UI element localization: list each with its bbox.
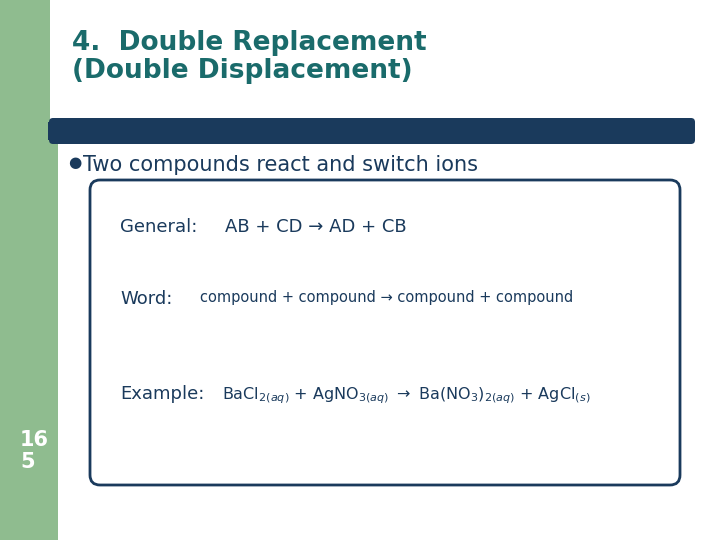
Text: Word:: Word: xyxy=(120,290,172,308)
Text: 16: 16 xyxy=(20,430,49,450)
FancyBboxPatch shape xyxy=(50,0,720,128)
Text: AB + CD → AD + CB: AB + CD → AD + CB xyxy=(225,218,407,236)
Text: General:: General: xyxy=(120,218,197,236)
Bar xyxy=(0,0,58,540)
Text: compound + compound → compound + compound: compound + compound → compound + compoun… xyxy=(200,290,573,305)
Text: Example:: Example: xyxy=(120,385,204,403)
Text: Two compounds react and switch ions: Two compounds react and switch ions xyxy=(83,155,478,175)
FancyBboxPatch shape xyxy=(49,118,695,144)
FancyBboxPatch shape xyxy=(90,180,680,485)
Text: 5: 5 xyxy=(20,452,35,472)
Text: BaCl$_{2(aq)}$ + AgNO$_{3(aq)}$ $\rightarrow$ Ba(NO$_3)_{2(aq)}$ + AgCl$_{(s)}$: BaCl$_{2(aq)}$ + AgNO$_{3(aq)}$ $\righta… xyxy=(222,385,590,406)
Bar xyxy=(58,0,300,130)
Text: (Double Displacement): (Double Displacement) xyxy=(72,58,413,84)
Text: ●: ● xyxy=(68,155,81,170)
Bar xyxy=(48,122,690,140)
Text: 4.  Double Replacement: 4. Double Replacement xyxy=(72,30,427,56)
